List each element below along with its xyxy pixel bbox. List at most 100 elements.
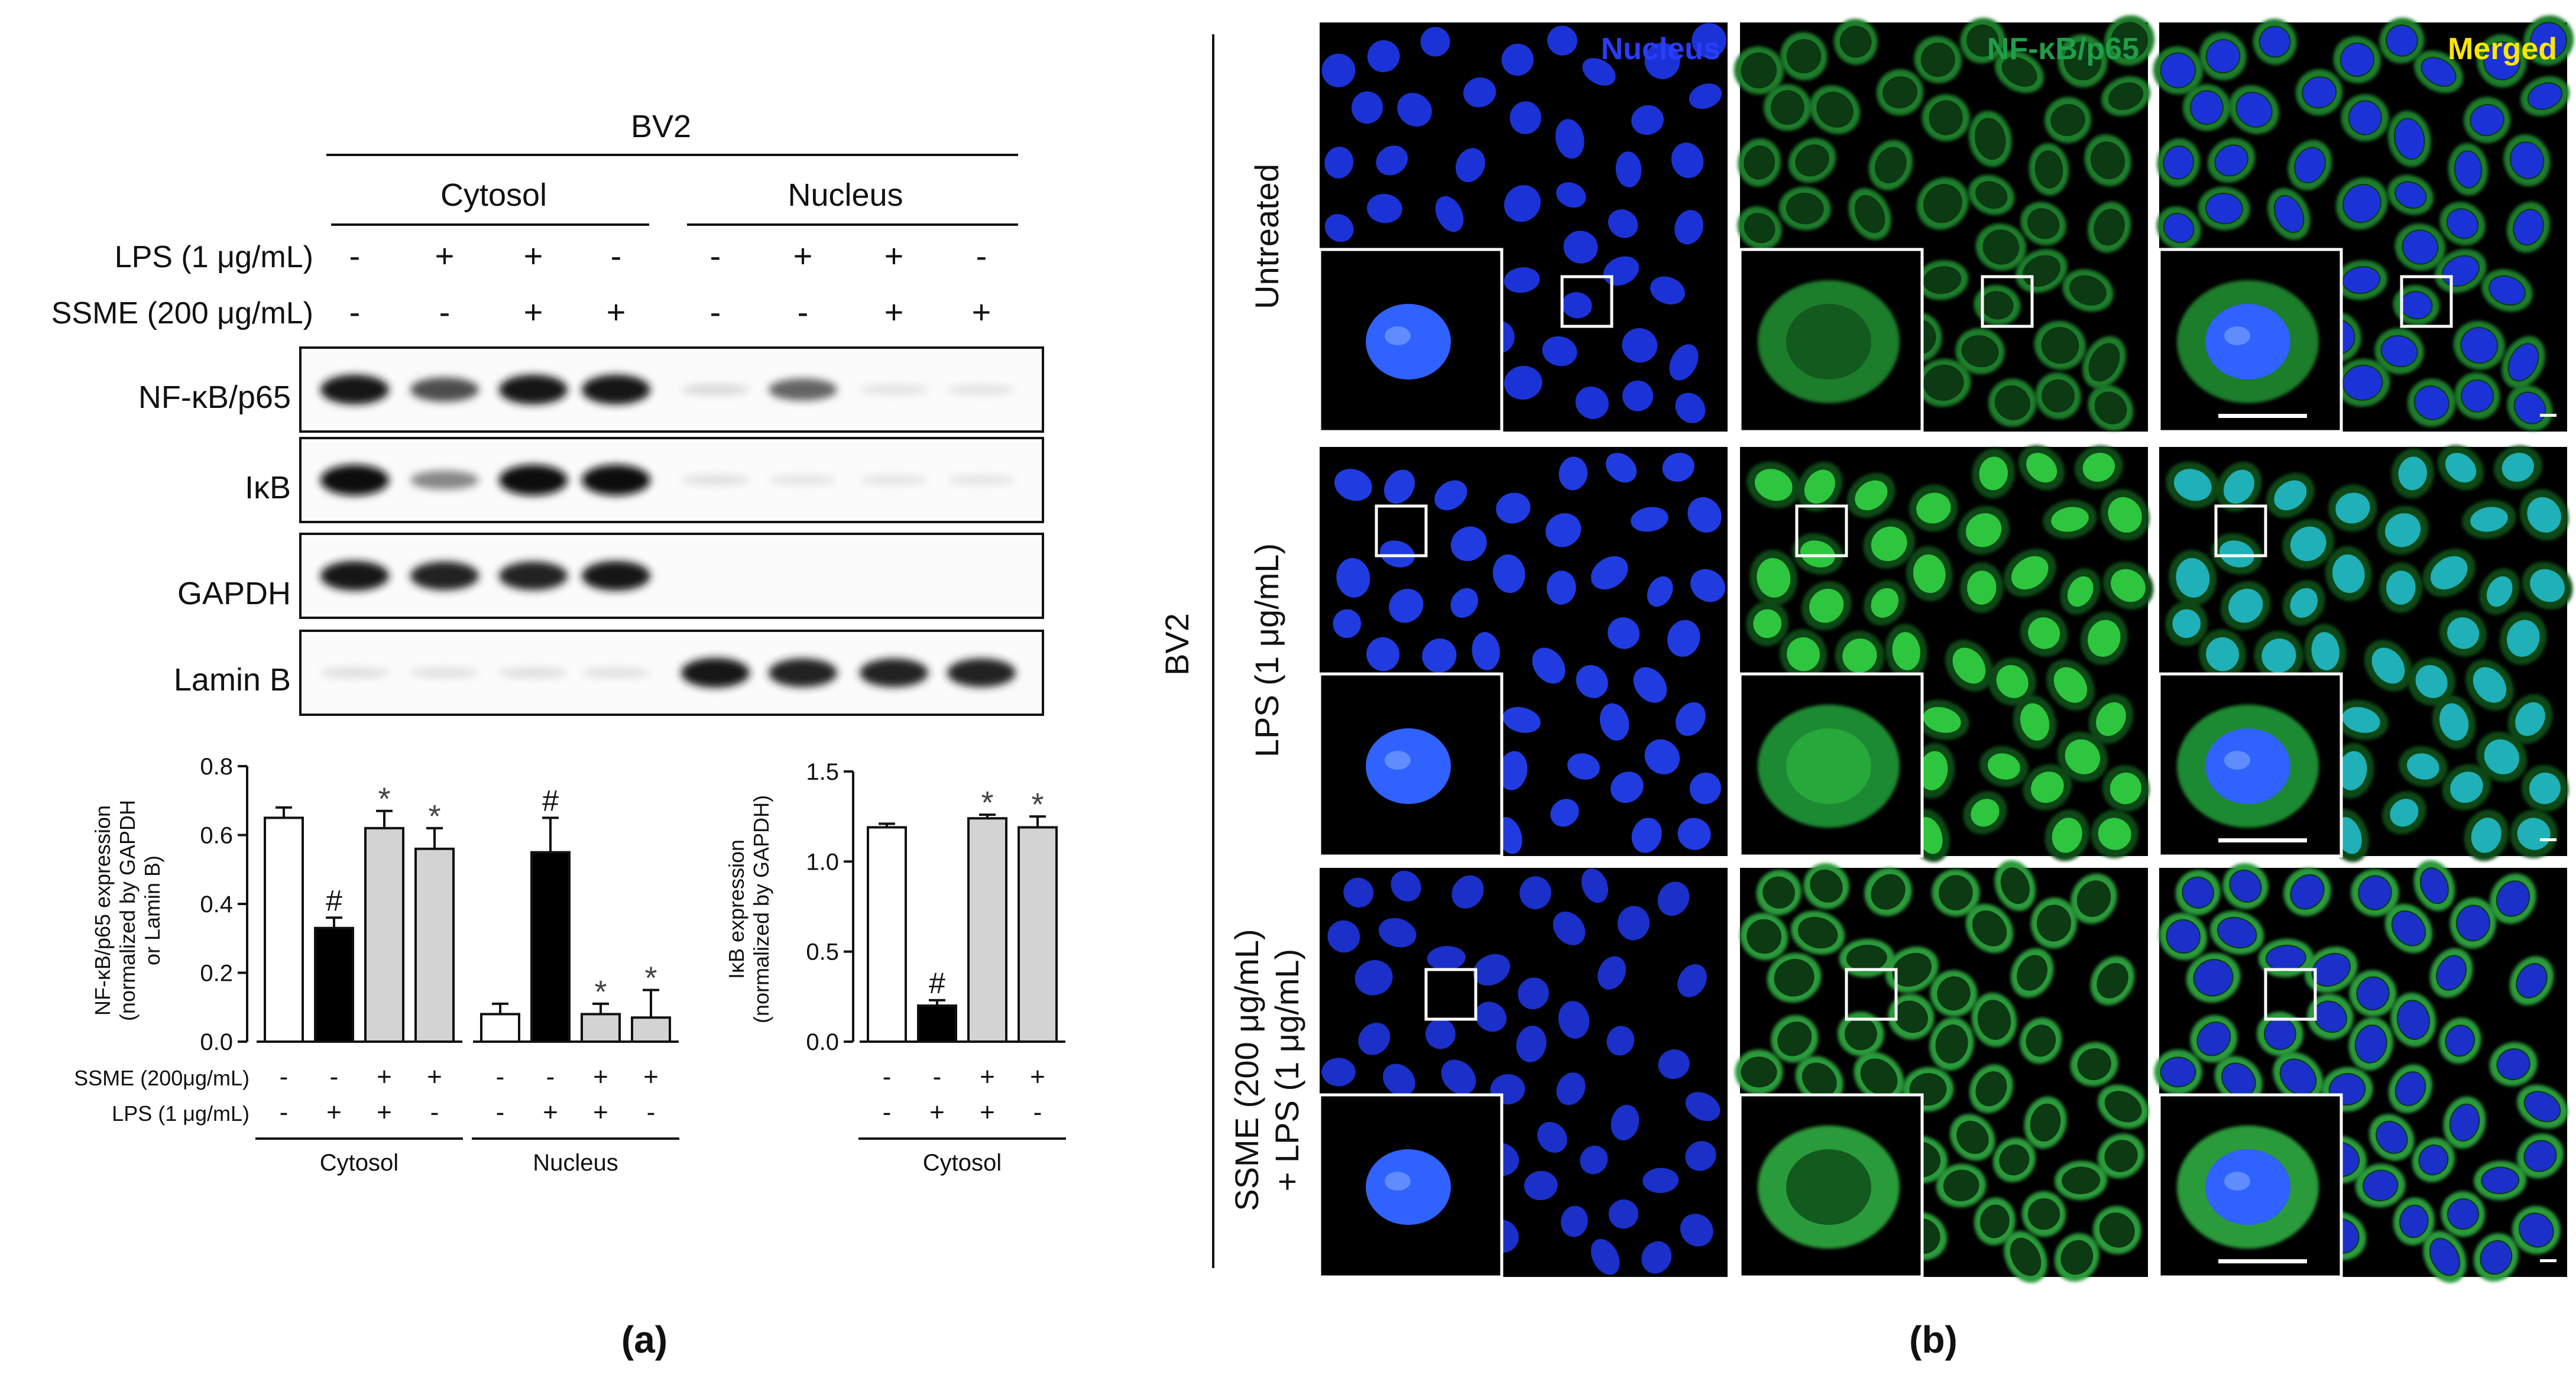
- cell-nucleus: [2446, 1026, 2474, 1056]
- cell-nucleus-dark: [2027, 1198, 2060, 1230]
- cell-nucleus: [2390, 799, 2419, 827]
- cell-nucleus: [2450, 1104, 2479, 1141]
- cell-nucleus-dark: [1981, 291, 2014, 320]
- cell-nucleus-dark: [2076, 880, 2111, 918]
- cell-nucleus: [1492, 554, 1525, 593]
- cell-nucleus: [2206, 40, 2240, 73]
- significance-hash: #: [326, 884, 342, 917]
- cell-nucleus: [1617, 906, 1650, 941]
- blot-band: [947, 475, 1016, 485]
- blot-band: [769, 378, 837, 401]
- cell-nucleus: [1580, 1145, 1608, 1175]
- cell-nucleus: [1687, 497, 1722, 533]
- inset-nucleus: [1366, 728, 1451, 804]
- cell-nucleus: [1321, 53, 1356, 87]
- chart2-ylabel-line2: (normalized by GAPDH): [749, 795, 773, 1023]
- cell-nucleus-dark: [2001, 57, 2037, 87]
- cell-nucleus-dark: [2062, 1166, 2101, 1195]
- cell-nucleus: [2530, 569, 2565, 602]
- cell-nucleus-green: [1753, 609, 1782, 638]
- treatment-sign: -: [883, 1062, 892, 1091]
- cell-nucleus-green: [2082, 452, 2115, 482]
- cell-nucleus-dark: [1943, 1169, 1979, 1202]
- bar: [364, 826, 404, 1043]
- significance-hash: #: [542, 784, 559, 817]
- cell-nucleus: [2419, 1145, 2448, 1175]
- cell-nucleus: [1561, 292, 1592, 319]
- cell-nucleus: [1420, 27, 1450, 57]
- bar: [581, 1013, 621, 1043]
- cell-nucleus-dark: [2060, 1240, 2094, 1275]
- cell-nucleus: [2482, 1168, 2519, 1194]
- y-tick-label: 0.5: [806, 939, 839, 965]
- chart1-row-label-ssme: SSME (200μg/mL): [74, 1066, 250, 1090]
- cell-nucleus: [1563, 231, 1598, 264]
- cell-nucleus: [2437, 956, 2466, 990]
- cell-nucleus-green: [1754, 469, 1793, 501]
- cell-nucleus: [2415, 386, 2448, 419]
- cell-nucleus: [1641, 1241, 1672, 1274]
- cell-nucleus: [1657, 881, 1690, 916]
- cell-nucleus-green: [1923, 706, 1961, 733]
- bar: [867, 826, 907, 1043]
- treatment-sign: +: [884, 237, 904, 274]
- bar: [917, 1004, 957, 1043]
- cell-nucleus: [1518, 977, 1549, 1010]
- treatment-sign: -: [430, 1098, 439, 1127]
- micrograph-panel: [1318, 868, 1728, 1279]
- blot-nf-b-p65: [299, 346, 1044, 433]
- treatment-sign: +: [435, 237, 455, 274]
- blot-band: [860, 658, 928, 688]
- cell-nucleus: [2527, 497, 2561, 533]
- cell-nucleus-dark: [1929, 100, 1963, 135]
- inset-nucleolus: [1385, 751, 1411, 770]
- cell-nucleus: [2183, 877, 2214, 908]
- cell-nucleus: [2311, 632, 2340, 670]
- cell-nucleus: [2510, 142, 2543, 179]
- treatment-sign: -: [976, 237, 987, 274]
- cell-nucleus-dark: [2099, 1213, 2135, 1248]
- row-label-lps: LPS (1 μg/mL): [1248, 543, 1285, 757]
- cell-nucleus: [2396, 1072, 2425, 1106]
- bar: [414, 847, 455, 1043]
- cell-nucleus: [1496, 492, 1531, 524]
- cell-nucleus: [1662, 452, 1695, 482]
- cell-nucleus-green: [1855, 480, 1888, 511]
- treatment-sign: -: [496, 1098, 505, 1127]
- cell-nucleus: [1475, 1001, 1506, 1032]
- cell-nucleus: [1550, 799, 1579, 827]
- cell-nucleus: [1599, 703, 1629, 741]
- micrograph-panel: [1318, 447, 1728, 858]
- cell-nucleus: [2176, 557, 2210, 598]
- cell-nucleus-dark: [2000, 867, 2030, 905]
- cell-nucleus: [2415, 664, 2448, 698]
- cell-nucleus: [2291, 875, 2324, 909]
- blot-lamin-b: [299, 630, 1044, 716]
- cell-nucleus: [2519, 1214, 2553, 1247]
- treatment-sign: +: [1030, 1062, 1045, 1091]
- cell-nucleus-dark: [2069, 275, 2107, 306]
- cell-nucleus-green: [1871, 588, 1899, 618]
- cell-nucleus: [1677, 964, 1707, 997]
- cell-nucleus: [2528, 83, 2562, 109]
- cell-nucleus-green: [1757, 557, 1791, 598]
- blot-label-ikb: IκB: [245, 470, 291, 505]
- cell-nucleus: [1366, 637, 1400, 672]
- blot-band: [582, 374, 650, 405]
- cell-nucleus-dark: [1744, 212, 1775, 244]
- cell-nucleus: [2396, 182, 2426, 208]
- cell-nucleus: [1675, 393, 1706, 423]
- cell-nucleus: [2407, 753, 2439, 780]
- roi-box: [1981, 275, 2034, 328]
- treatment-sign: -: [546, 1062, 555, 1091]
- cell-nucleus: [1367, 40, 1400, 73]
- y-tick-label: 0.6: [200, 823, 233, 849]
- cell-nucleus: [2274, 480, 2307, 511]
- cell-nucleus: [2400, 1205, 2428, 1237]
- cell-nucleus: [1434, 480, 1467, 511]
- cell-nucleus: [1389, 588, 1424, 623]
- cell-nucleus: [2344, 185, 2380, 222]
- cell-nucleus: [1692, 23, 1727, 58]
- cell-nucleus-dark: [1774, 959, 1814, 997]
- row-label-ssme-line1: SSME (200 μg/mL): [1228, 929, 1265, 1211]
